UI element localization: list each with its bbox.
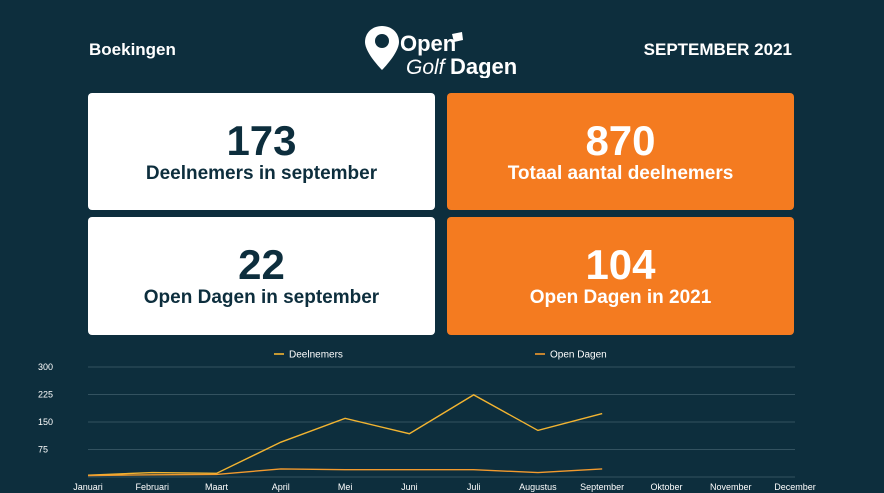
y-tick-label: 150 [38,417,53,427]
legend-label: Open Dagen [550,350,607,361]
stat-value: 104 [585,241,656,288]
stat-value: 173 [226,116,297,164]
series-line-deelnemers [87,394,603,476]
stat-label: Deelnemers in september [145,162,378,184]
bookings-line-chart: 300 225 150 75 Januari Februari Maart April Mei J… [38,350,816,493]
stat-card-open-dagen-september: 22 Open Dagen in september [88,217,435,335]
stat-card-totaal-deelnemers: 870 Totaal aantal deelnemers [447,93,794,210]
x-tick-label: Augustus [519,482,557,492]
x-tick-label: Februari [136,482,170,492]
y-tick-label: 75 [38,445,48,455]
x-tick-label: November [710,482,752,492]
stat-card-open-dagen-2021: 104 Open Dagen in 2021 [447,217,794,335]
page-title: Boekingen [89,40,176,59]
svg-text:Golf: Golf [406,56,447,78]
x-tick-label: Mei [338,482,353,492]
x-tick-label: December [774,482,816,492]
x-tick-label: September [580,482,624,492]
svg-text:Dagen: Dagen [450,54,517,78]
stat-card-deelnemers-september: 173 Deelnemers in september [88,93,435,210]
x-tick-label: Juli [467,482,481,492]
stat-label: Open Dagen in september [143,287,380,308]
x-tick-label: Maart [205,482,229,492]
x-tick-label: Januari [73,482,103,492]
period-label: SEPTEMBER 2021 [643,40,792,59]
svg-text:Open: Open [400,31,456,56]
stat-label: Totaal aantal deelnemers [507,162,734,184]
x-tick-label: Oktober [650,482,682,492]
stat-label: Open Dagen in 2021 [529,287,712,308]
y-tick-label: 225 [38,390,53,400]
x-tick-label: Juni [401,482,418,492]
y-tick-label: 300 [38,362,53,372]
legend-label: Deelnemers [289,350,343,361]
open-golf-dagen-logo: Open Golf Dagen [365,26,517,78]
series-line-open-dagen [87,468,603,477]
stat-value: 870 [585,116,656,164]
stat-value: 22 [238,241,285,288]
x-tick-label: April [272,482,290,492]
